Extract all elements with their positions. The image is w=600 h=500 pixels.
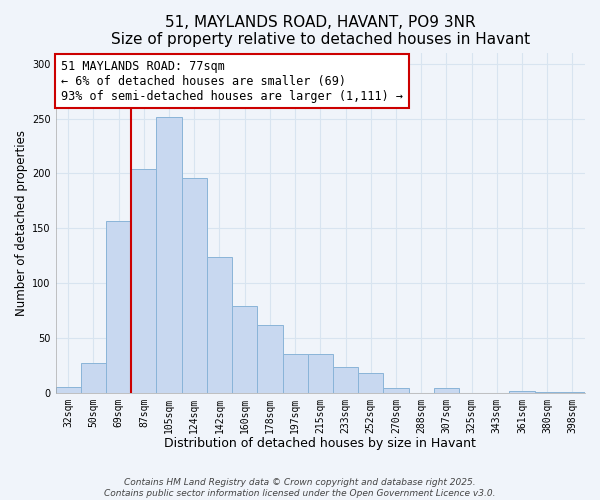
Bar	[182, 178, 207, 392]
Y-axis label: Number of detached properties: Number of detached properties	[15, 130, 28, 316]
Bar	[358, 373, 383, 392]
Bar	[131, 169, 157, 392]
Bar	[232, 306, 257, 392]
Bar	[56, 387, 81, 392]
Bar	[207, 256, 232, 392]
Bar	[157, 118, 182, 392]
Bar	[283, 354, 308, 393]
X-axis label: Distribution of detached houses by size in Havant: Distribution of detached houses by size …	[164, 437, 476, 450]
Text: 51 MAYLANDS ROAD: 77sqm
← 6% of detached houses are smaller (69)
93% of semi-det: 51 MAYLANDS ROAD: 77sqm ← 6% of detached…	[61, 60, 403, 102]
Bar	[257, 324, 283, 392]
Bar	[434, 388, 459, 392]
Bar	[106, 220, 131, 392]
Bar	[333, 368, 358, 392]
Title: 51, MAYLANDS ROAD, HAVANT, PO9 3NR
Size of property relative to detached houses : 51, MAYLANDS ROAD, HAVANT, PO9 3NR Size …	[111, 15, 530, 48]
Bar	[81, 363, 106, 392]
Text: Contains HM Land Registry data © Crown copyright and database right 2025.
Contai: Contains HM Land Registry data © Crown c…	[104, 478, 496, 498]
Bar	[308, 354, 333, 393]
Bar	[509, 390, 535, 392]
Bar	[383, 388, 409, 392]
